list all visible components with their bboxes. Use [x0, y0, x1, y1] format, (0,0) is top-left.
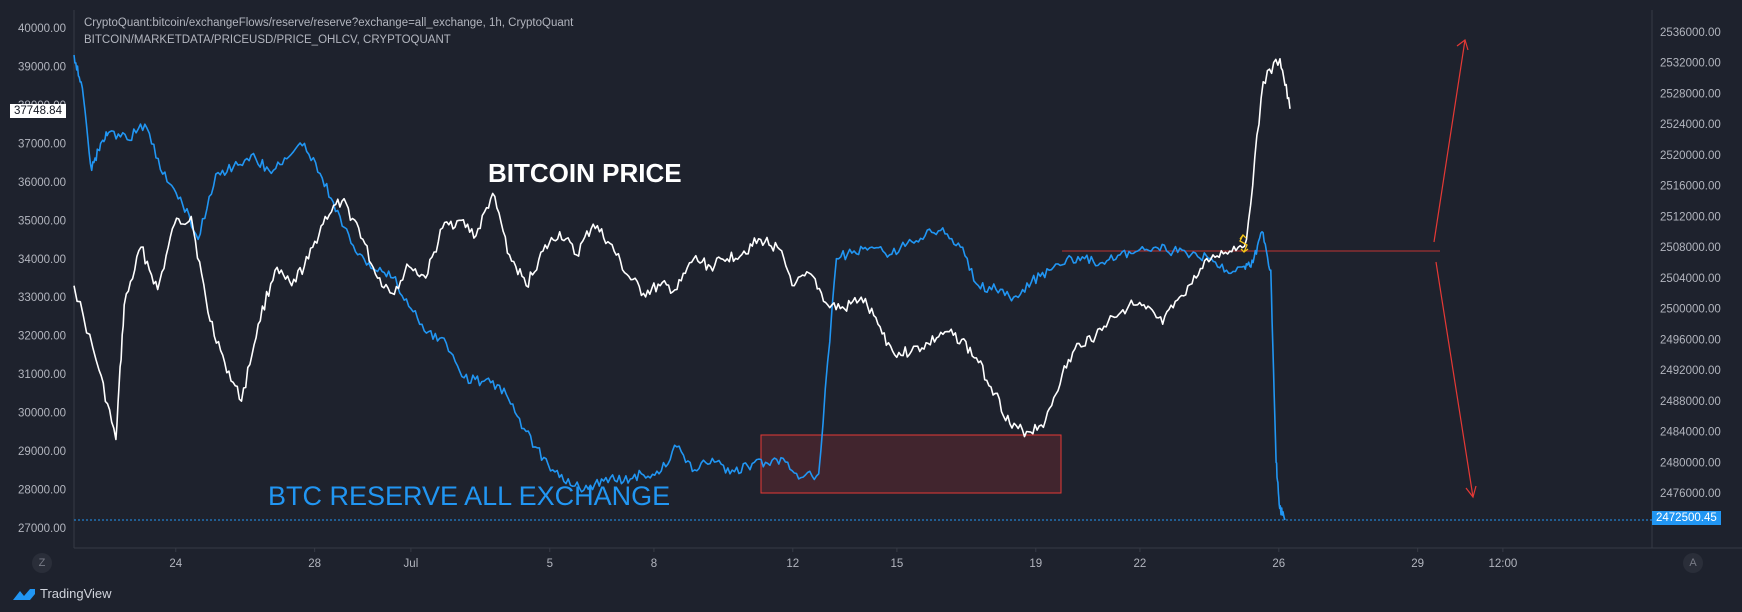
up-arrow [1433, 39, 1469, 243]
reserve-series-line [73, 54, 1286, 521]
x-tick-label: 28 [308, 558, 321, 570]
auto-scale-button[interactable]: A [1683, 553, 1703, 573]
left-tick-label: 34000.00 [18, 254, 66, 266]
left-tick-label: 40000.00 [18, 23, 66, 35]
right-tick-label: 2476000.00 [1660, 488, 1721, 500]
left-tick-label: 30000.00 [18, 408, 66, 420]
right-tick-label: 2528000.00 [1660, 88, 1721, 100]
right-tick-label: 2500000.00 [1660, 304, 1721, 316]
left-tick-label: 39000.00 [18, 61, 66, 73]
left-axis: 40000.0039000.0038000.0037000.0036000.00… [18, 23, 66, 535]
btc-reserve-annotation: BTC RESERVE ALL EXCHANGE [268, 481, 671, 511]
right-tick-label: 2480000.00 [1660, 457, 1721, 469]
right-tick-label: 2484000.00 [1660, 427, 1721, 439]
tradingview-logo-icon [13, 588, 35, 600]
left-tick-label: 35000.00 [18, 215, 66, 227]
right-tick-label: 2516000.00 [1660, 181, 1721, 193]
brand-name: TradingView [40, 586, 112, 601]
left-tick-label: 28000.00 [18, 485, 66, 497]
chart-title-reserve: CryptoQuant:bitcoin/exchangeFlows/reserv… [84, 17, 574, 29]
yellow-reversal-marker [1239, 234, 1249, 253]
left-tick-label: 37000.00 [18, 138, 66, 150]
right-tick-label: 2492000.00 [1660, 365, 1721, 377]
right-current-reserve-tag: 2472500.45 [1652, 511, 1721, 525]
price-series-line [73, 58, 1291, 441]
left-tick-label: 31000.00 [18, 369, 66, 381]
right-tick-label: 2536000.00 [1660, 27, 1721, 39]
x-tick-label: 19 [1029, 558, 1042, 570]
x-tick-label: 15 [891, 558, 904, 570]
down-arrow [1435, 261, 1477, 499]
x-axis: 24 28 Jul 5 8 12 15 19 22 26 29 12:00 [169, 548, 1517, 570]
left-tick-label: 36000.00 [18, 177, 66, 189]
right-tick-label: 2532000.00 [1660, 58, 1721, 70]
consolidation-highlight-box [760, 434, 1062, 494]
right-tick-label: 2496000.00 [1660, 334, 1721, 346]
right-tick-label: 2512000.00 [1660, 211, 1721, 223]
x-tick-label: 22 [1134, 558, 1147, 570]
zoom-button[interactable]: Z [32, 553, 52, 573]
left-tick-label: 33000.00 [18, 292, 66, 304]
right-tick-label: 2504000.00 [1660, 273, 1721, 285]
left-tick-label: 29000.00 [18, 446, 66, 458]
x-tick-label: 12 [786, 558, 799, 570]
chart-title-price: BITCOIN/MARKETDATA/PRICEUSD/PRICE_OHLCV,… [84, 34, 451, 46]
right-tick-label: 2508000.00 [1660, 242, 1721, 254]
right-tick-label: 2488000.00 [1660, 396, 1721, 408]
x-tick-label: 26 [1272, 558, 1285, 570]
x-tick-label: 29 [1411, 558, 1424, 570]
x-tick-label: 12:00 [1488, 558, 1517, 570]
right-axis: 2536000.00 2532000.00 2528000.00 2524000.00… [1660, 27, 1721, 500]
right-tick-label: 2520000.00 [1660, 150, 1721, 162]
right-tick-label: 2524000.00 [1660, 119, 1721, 131]
x-tick-label: 8 [651, 558, 657, 570]
left-current-price-tag: 37748.84 [10, 104, 66, 118]
bitcoin-price-annotation: BITCOIN PRICE [488, 158, 682, 188]
tradingview-brand[interactable]: TradingView [12, 586, 112, 601]
x-tick-label: 5 [547, 558, 553, 570]
left-tick-label: 27000.00 [18, 523, 66, 535]
x-tick-label: Jul [404, 558, 419, 570]
left-tick-label: 32000.00 [18, 331, 66, 343]
x-tick-label: 24 [169, 558, 182, 570]
